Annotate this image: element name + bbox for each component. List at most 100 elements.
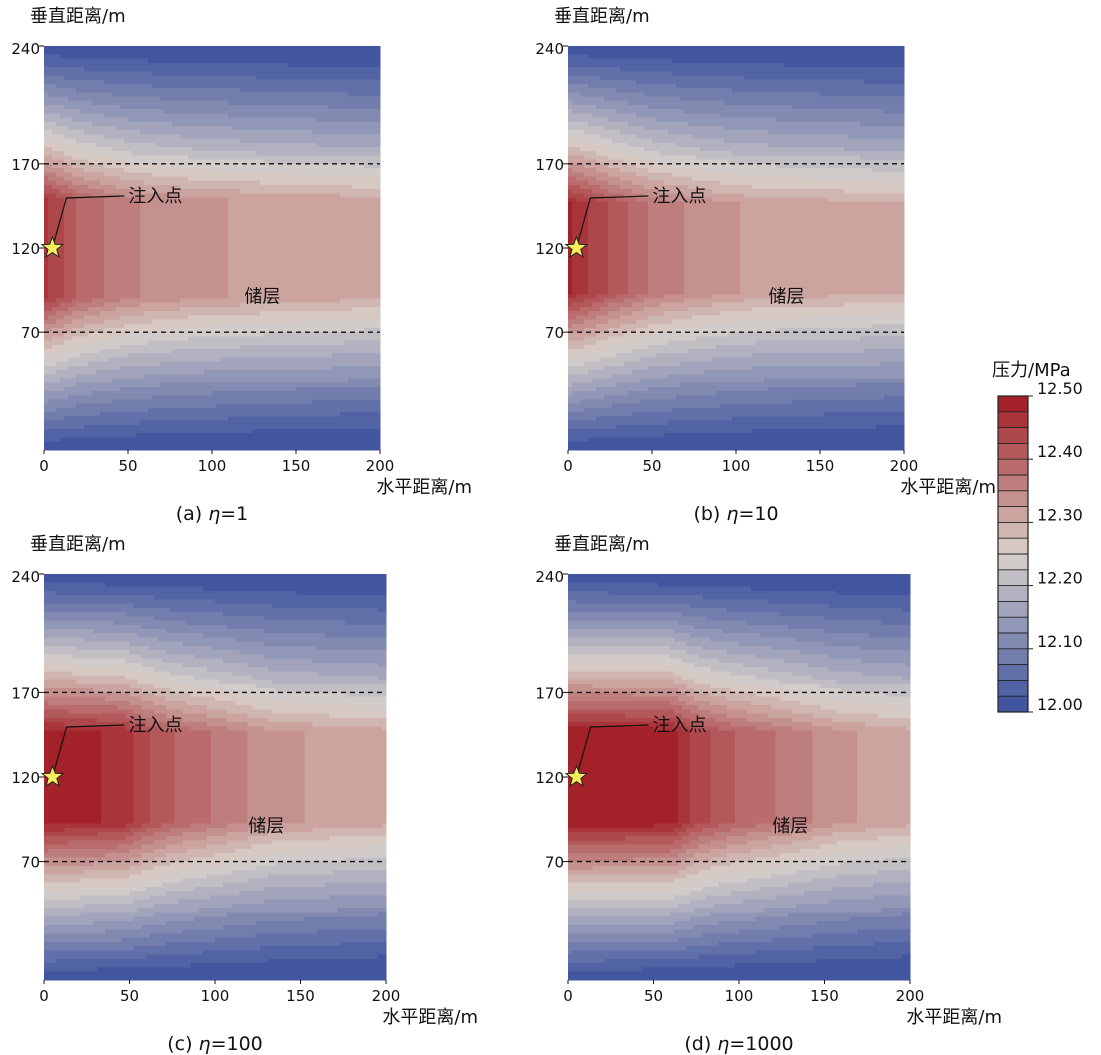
field-cell [116,391,121,396]
field-cell [84,227,89,232]
field-cell [200,425,205,430]
field-cell [204,282,209,287]
field-cell [176,118,181,123]
field-cell [68,341,73,346]
field-cell [148,311,153,316]
field-cell [64,59,69,64]
field-cell [232,282,237,287]
field-cell [76,370,81,375]
field-cell [248,151,253,156]
field-cell [96,370,101,375]
field-cell [164,97,169,102]
field-cell [188,63,193,68]
field-cell [76,206,81,211]
field-cell [112,299,117,304]
field-cell [200,122,205,127]
field-cell [236,147,241,152]
field-cell [116,378,121,383]
field-cell [72,294,77,299]
field-cell [180,277,185,282]
field-cell [236,181,241,186]
field-cell [208,219,213,224]
field-cell [108,202,113,207]
field-cell [236,223,241,228]
field-cell [240,143,245,148]
field-cell [188,139,193,144]
field-cell [208,341,213,346]
field-cell [124,118,129,123]
field-cell [44,374,49,379]
field-cell [216,189,221,194]
field-cell [88,101,93,106]
field-cell [108,433,113,438]
field-cell [180,113,185,118]
field-cell [156,122,161,127]
field-cell [112,109,117,114]
field-cell [84,265,89,270]
field-cell [156,172,161,177]
field-cell [136,256,141,261]
field-cell [72,63,77,68]
field-cell [200,378,205,383]
field-cell [232,349,237,354]
field-cell [184,139,189,144]
field-cell [176,374,181,379]
field-cell [224,80,229,85]
field-cell [176,59,181,64]
field-cell [156,256,161,261]
field-cell [192,273,197,278]
field-cell [60,400,65,405]
field-cell [48,362,53,367]
field-cell [92,223,97,228]
field-cell [220,416,225,421]
field-cell [136,46,141,51]
field-cell [132,227,137,232]
field-cell [208,118,213,123]
field-cell [132,362,137,367]
field-cell [248,332,253,337]
field-cell [100,118,105,123]
field-cell [212,404,217,409]
field-cell [240,63,245,68]
field-cell [124,446,129,451]
field-cell [96,219,101,224]
field-cell [84,437,89,442]
field-cell [132,75,137,80]
field-cell [224,383,229,388]
field-cell [196,307,201,312]
field-cell [132,244,137,249]
field-cell [240,315,245,320]
field-cell [92,134,97,139]
field-cell [176,332,181,337]
field-cell [104,84,109,89]
field-cell [212,370,217,375]
field-cell [52,105,57,110]
field-cell [112,105,117,110]
field-cell [52,324,57,329]
field-cell [224,214,229,219]
field-cell [180,349,185,354]
field-cell [116,164,121,169]
field-cell [192,345,197,350]
field-cell [88,185,93,190]
field-cell [148,437,153,442]
field-cell [52,256,57,261]
field-cell [212,244,217,249]
field-cell [72,109,77,114]
field-cell [140,172,145,177]
field-cell [228,122,233,127]
field-cell [216,290,221,295]
field-cell [168,425,173,430]
field-cell [208,378,213,383]
field-cell [88,404,93,409]
field-cell [200,345,205,350]
field-cell [180,269,185,274]
field-cell [208,88,213,93]
field-cell [224,277,229,282]
field-cell [128,176,133,181]
field-cell [240,80,245,85]
field-cell [136,307,141,312]
field-cell [224,307,229,312]
field-cell [160,248,165,253]
field-cell [192,290,197,295]
